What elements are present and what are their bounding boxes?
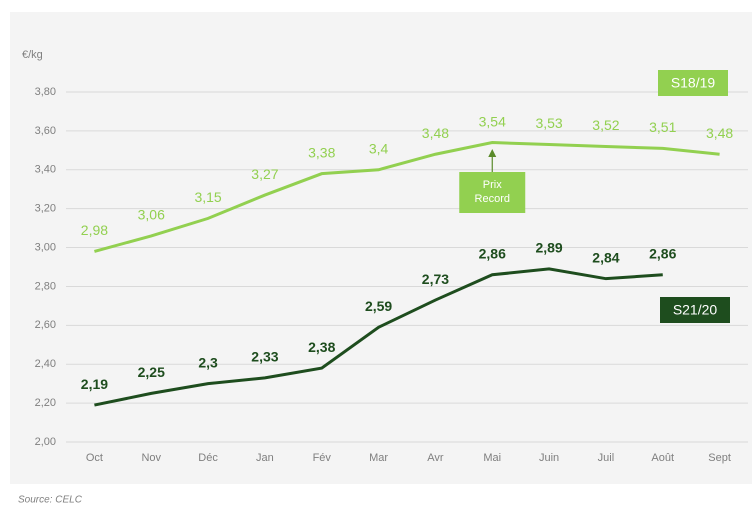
y-unit: €/kg <box>22 49 43 61</box>
annotation-text: Prix <box>483 179 502 191</box>
legend-label: S21/20 <box>673 302 718 318</box>
data-label: 2,33 <box>251 349 278 365</box>
data-label: 3,48 <box>706 125 733 141</box>
data-label: 3,27 <box>251 166 278 182</box>
x-tick-label: Sept <box>708 452 731 464</box>
y-tick-label: 2,20 <box>35 397 56 409</box>
x-tick-label: Juin <box>539 452 559 464</box>
x-tick-label: Avr <box>427 452 444 464</box>
data-label: 2,86 <box>649 245 676 261</box>
data-label: 3,54 <box>479 113 506 129</box>
data-label: 3,06 <box>138 207 165 223</box>
y-tick-label: 2,00 <box>35 436 56 448</box>
y-tick-label: 3,60 <box>35 125 56 137</box>
data-label: 3,15 <box>194 189 221 205</box>
x-tick-label: Mai <box>483 452 501 464</box>
data-label: 2,3 <box>198 354 218 370</box>
data-label: 3,53 <box>535 115 562 131</box>
data-label: 2,73 <box>422 271 449 287</box>
data-label: 3,4 <box>369 140 389 156</box>
y-tick-label: 2,40 <box>35 358 56 370</box>
y-tick-label: 3,00 <box>35 241 56 253</box>
x-tick-label: Août <box>651 452 674 464</box>
y-tick-label: 2,80 <box>35 280 56 292</box>
y-tick-label: 2,60 <box>35 319 56 331</box>
x-tick-label: Juil <box>598 452 615 464</box>
x-tick-label: Mar <box>369 452 388 464</box>
x-tick-label: Fév <box>313 452 332 464</box>
data-label: 2,38 <box>308 339 335 355</box>
annotation-text: Record <box>475 193 510 205</box>
source: Source: CELC <box>18 495 83 506</box>
x-tick-label: Nov <box>141 452 161 464</box>
y-tick-label: 3,80 <box>35 86 56 98</box>
data-label: 3,48 <box>422 125 449 141</box>
data-label: 2,86 <box>479 245 506 261</box>
x-tick-label: Oct <box>86 452 103 464</box>
annotation-arrowhead <box>488 149 497 157</box>
legend-box <box>660 297 730 323</box>
data-label: 2,84 <box>592 249 619 265</box>
annotation-box <box>459 172 526 213</box>
y-tick-label: 3,20 <box>35 203 56 215</box>
data-label: 3,51 <box>649 119 676 135</box>
data-label: 2,89 <box>535 240 562 256</box>
x-tick-label: Déc <box>198 452 218 464</box>
series-line <box>94 141 720 253</box>
data-label: 2,98 <box>81 222 108 238</box>
y-tick-label: 3,40 <box>35 164 56 176</box>
data-label: 2,59 <box>365 298 392 314</box>
series-line <box>94 267 663 407</box>
data-label: 2,25 <box>138 364 165 380</box>
data-label: 2,19 <box>81 376 108 392</box>
data-label: 3,38 <box>308 144 335 160</box>
data-label: 3,52 <box>592 117 619 133</box>
legend-label: S18/19 <box>671 75 716 91</box>
legend-box <box>658 70 728 96</box>
x-tick-label: Jan <box>256 452 274 464</box>
